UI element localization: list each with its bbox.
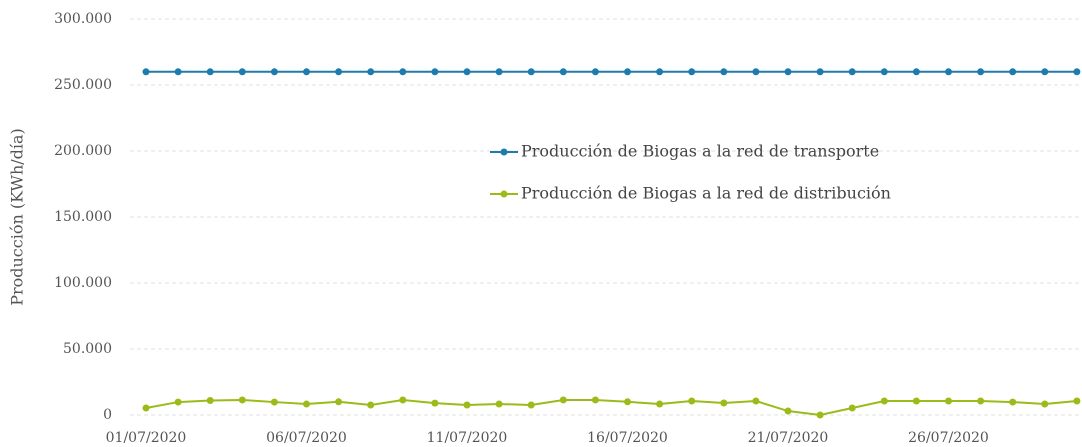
point <box>495 68 503 76</box>
point <box>206 68 214 76</box>
point <box>784 407 792 415</box>
point <box>624 398 631 406</box>
point <box>303 68 310 76</box>
point <box>270 398 278 406</box>
point <box>1073 397 1081 405</box>
point <box>816 411 824 419</box>
legend-marker <box>500 148 508 156</box>
x-tick-label: 16/07/2020 <box>587 430 668 446</box>
point <box>688 397 696 405</box>
x-tick-label: 26/07/2020 <box>908 430 989 446</box>
point <box>848 404 856 412</box>
x-tick-label: 01/07/2020 <box>106 430 187 446</box>
point <box>174 398 182 406</box>
point <box>399 396 407 404</box>
point <box>206 396 214 404</box>
legend-label: Producción de Biogas a la red de distrib… <box>521 184 891 203</box>
point <box>463 401 471 409</box>
y-tick-label: 0 <box>103 407 112 423</box>
point <box>367 68 375 76</box>
point <box>335 68 343 76</box>
point <box>399 68 407 76</box>
point <box>174 68 182 76</box>
y-tick-label: 200.000 <box>54 143 112 159</box>
point <box>752 68 760 76</box>
point <box>591 396 599 404</box>
point <box>720 68 728 76</box>
point <box>238 396 246 404</box>
point <box>463 68 471 76</box>
y-tick-label: 100.000 <box>54 275 112 291</box>
point <box>816 68 824 76</box>
point <box>527 401 535 409</box>
point <box>752 397 760 405</box>
point <box>624 68 631 76</box>
point <box>1009 68 1017 76</box>
y-axis-label: Producción (KWh/día) <box>8 128 27 306</box>
point <box>912 397 920 405</box>
y-tick-label: 300.000 <box>54 11 112 27</box>
series-line <box>145 398 1077 417</box>
point <box>559 396 567 404</box>
point <box>303 400 310 408</box>
point <box>431 68 439 76</box>
point <box>1041 400 1049 408</box>
point <box>1073 68 1081 76</box>
point <box>848 68 856 76</box>
point <box>142 68 150 76</box>
y-tick-label: 50.000 <box>63 341 112 357</box>
x-tick-label: 06/07/2020 <box>266 430 347 446</box>
legend-marker <box>500 190 508 198</box>
point <box>495 400 503 408</box>
y-tick-label: 250.000 <box>54 77 112 93</box>
point <box>912 68 920 76</box>
point <box>656 400 664 408</box>
point <box>142 404 150 412</box>
point <box>945 397 952 405</box>
point <box>656 68 664 76</box>
y-tick-label: 150.000 <box>54 209 112 225</box>
point <box>880 68 888 76</box>
x-tick-label: 21/07/2020 <box>748 430 829 446</box>
point <box>527 68 535 76</box>
point <box>977 68 985 76</box>
point <box>977 397 985 405</box>
point <box>591 68 599 76</box>
point <box>688 68 696 76</box>
legend-label: Producción de Biogas a la red de transpo… <box>521 142 879 161</box>
point <box>431 399 439 407</box>
point <box>945 68 952 76</box>
point <box>559 68 567 76</box>
point <box>720 399 728 407</box>
point <box>270 68 278 76</box>
point <box>335 398 343 406</box>
point <box>1009 398 1017 406</box>
point <box>784 68 792 76</box>
point <box>238 68 246 76</box>
point <box>1041 68 1049 76</box>
x-tick-label: 11/07/2020 <box>427 430 508 446</box>
point <box>880 397 888 405</box>
point <box>367 401 375 409</box>
